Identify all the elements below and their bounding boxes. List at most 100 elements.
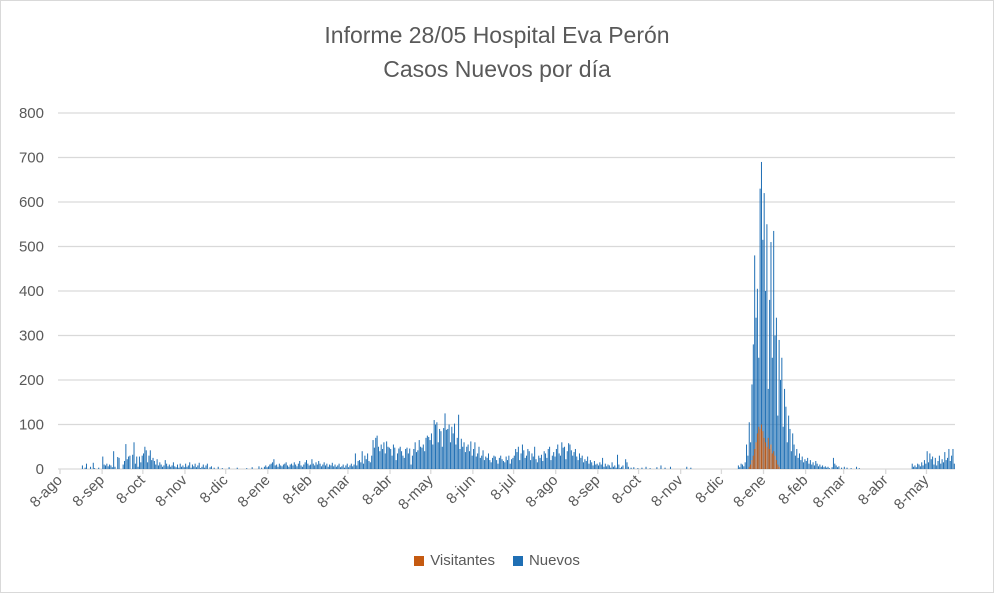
bar-nuevos xyxy=(740,463,742,469)
bar-nuevos xyxy=(460,438,462,469)
legend-item-visitantes[interactable]: Visitantes xyxy=(414,552,495,569)
bar-nuevos xyxy=(633,467,635,469)
bar-nuevos xyxy=(191,464,193,469)
bar-nuevos xyxy=(690,467,692,469)
bar-nuevos xyxy=(102,456,104,469)
bar-nuevos xyxy=(297,463,299,469)
bar-nuevos xyxy=(396,453,398,469)
bar-nuevos xyxy=(565,459,567,469)
bar-nuevos xyxy=(281,466,283,469)
bar-visitantes xyxy=(765,442,766,469)
bar-nuevos xyxy=(109,464,111,469)
bar-nuevos xyxy=(911,463,913,469)
bar-nuevos xyxy=(520,453,522,469)
bar-nuevos xyxy=(418,440,420,469)
bar-nuevos xyxy=(813,465,815,469)
x-tick-label: 8-oct xyxy=(609,471,645,507)
bar-nuevos xyxy=(752,344,754,469)
bar-nuevos xyxy=(818,466,820,469)
bar-nuevos xyxy=(178,467,180,469)
bar-nuevos xyxy=(803,462,805,469)
bar-nuevos xyxy=(189,462,191,469)
bar-nuevos xyxy=(429,440,431,469)
bar-nuevos xyxy=(832,457,834,470)
bar-nuevos xyxy=(686,466,688,469)
bar-nuevos xyxy=(335,466,337,469)
bar-nuevos xyxy=(163,465,165,469)
bar-visitantes xyxy=(763,437,765,469)
bar-nuevos xyxy=(110,465,112,469)
bar-nuevos xyxy=(570,450,572,469)
bar-nuevos xyxy=(756,288,758,469)
bar-nuevos xyxy=(125,444,127,469)
bar-nuevos xyxy=(822,465,824,469)
bar-nuevos xyxy=(781,357,783,469)
bar-visitantes xyxy=(775,460,777,469)
bar-visitantes xyxy=(778,466,780,469)
bar-nuevos xyxy=(508,455,510,469)
bar-nuevos xyxy=(364,455,366,469)
bar-nuevos xyxy=(312,463,314,469)
bar-nuevos xyxy=(566,451,568,469)
bar-nuevos xyxy=(106,463,108,469)
bar-nuevos xyxy=(308,465,310,469)
chart-title-line: Informe 28/05 Hospital Eva Perón xyxy=(324,22,670,48)
bar-nuevos xyxy=(645,466,647,469)
y-tick-label: 400 xyxy=(19,283,44,300)
bar-nuevos xyxy=(462,446,464,469)
bar-nuevos xyxy=(282,464,284,469)
bar-nuevos xyxy=(263,466,265,469)
bar-nuevos xyxy=(164,460,166,469)
bar-nuevos xyxy=(325,465,327,469)
legend-label-nuevos: Nuevos xyxy=(528,552,580,569)
bar-nuevos xyxy=(838,466,840,469)
bar-nuevos xyxy=(278,463,280,469)
bar-nuevos xyxy=(656,467,658,469)
bar-nuevos xyxy=(209,467,211,469)
bar-nuevos xyxy=(471,455,473,469)
bar-nuevos xyxy=(319,463,321,469)
bar-nuevos xyxy=(585,460,587,469)
bar-nuevos xyxy=(136,456,138,469)
bar-nuevos xyxy=(375,437,377,469)
bar-nuevos xyxy=(162,466,164,469)
bar-nuevos xyxy=(922,465,924,469)
bar-nuevos xyxy=(921,462,923,469)
bar-nuevos xyxy=(576,456,578,469)
bar-nuevos xyxy=(489,460,491,469)
bar-nuevos xyxy=(205,465,207,469)
bar-nuevos xyxy=(353,464,355,469)
bar-nuevos xyxy=(81,465,83,469)
x-tick-label: 8-ene xyxy=(730,472,769,511)
bar-nuevos xyxy=(186,466,188,469)
bar-nuevos xyxy=(265,465,267,469)
bar-nuevos xyxy=(952,448,954,469)
x-tick-label: 8-feb xyxy=(280,472,316,508)
bar-nuevos xyxy=(303,464,305,469)
bar-nuevos xyxy=(790,451,792,469)
bar-nuevos xyxy=(383,442,385,469)
bar-nuevos xyxy=(934,457,936,470)
bar-nuevos xyxy=(542,460,544,469)
bar-nuevos xyxy=(422,444,424,469)
x-tick-label: 8-ene xyxy=(234,472,273,511)
bar-nuevos xyxy=(198,462,200,469)
bar-nuevos xyxy=(610,467,612,469)
bar-nuevos xyxy=(486,457,488,470)
bar-nuevos xyxy=(750,442,752,469)
bar-nuevos xyxy=(411,455,413,469)
bar-nuevos xyxy=(600,464,602,469)
bar-nuevos xyxy=(458,414,460,469)
bar-nuevos xyxy=(532,456,534,469)
legend-item-nuevos[interactable]: Nuevos xyxy=(512,552,580,569)
bar-nuevos xyxy=(437,442,439,469)
bar-nuevos xyxy=(113,451,115,469)
bar-nuevos xyxy=(153,460,155,469)
bar-visitantes xyxy=(759,428,761,469)
bar-nuevos xyxy=(295,464,297,469)
bar-nuevos xyxy=(334,464,336,469)
bar-nuevos xyxy=(796,448,798,469)
bar-nuevos xyxy=(481,455,483,469)
bar-nuevos xyxy=(919,466,921,469)
bar-nuevos xyxy=(402,455,404,469)
